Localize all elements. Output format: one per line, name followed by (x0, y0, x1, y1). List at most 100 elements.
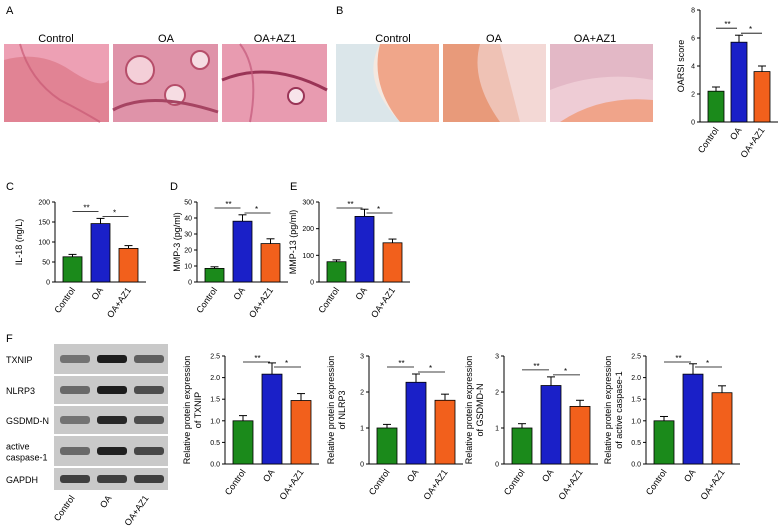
bar-oa-az1 (290, 400, 312, 465)
bar-control (376, 427, 398, 465)
category-label: Control (223, 467, 248, 497)
y-tick-label: 0.5 (631, 440, 641, 447)
significance-marker: * (706, 359, 709, 368)
y-tick-label: 0.0 (631, 462, 641, 469)
significance-marker: * (113, 208, 116, 217)
y-tick-label: 0 (46, 280, 50, 287)
blot-label: caspase-1 (6, 453, 48, 463)
bar-oa-az1 (260, 243, 281, 283)
category-label: OA+AZ1 (557, 467, 585, 501)
y-tick-label: 2.0 (210, 375, 220, 382)
y-tick-label: 100 (38, 240, 50, 247)
y-axis-label: Relative protein expression (603, 356, 613, 465)
y-tick-label: 1.0 (631, 418, 641, 425)
y-axis-label: IL-18 (ng/L) (14, 219, 24, 266)
blot-band (60, 447, 90, 455)
category-label: OA (540, 467, 556, 483)
category-label: OA (261, 467, 277, 483)
blot-band (97, 386, 127, 394)
y-axis-label: Relative protein expression (326, 356, 336, 465)
blot-lane-label: Control (52, 493, 77, 523)
significance-marker: ** (254, 354, 260, 363)
y-tick-label: 1 (360, 426, 364, 433)
y-tick-label: 6 (691, 36, 695, 43)
y-tick-label: 0 (188, 280, 192, 287)
blot-band (60, 386, 90, 394)
chart-txnip: 0.0 0.5 1.0 1.5 2.0 2.5 Relative protein expre… (182, 354, 319, 502)
blot-label: active (6, 442, 30, 452)
y-axis-label: MMP-13 (pg/ml) (288, 210, 298, 275)
category-label: Control (502, 467, 527, 497)
panel-letter-c: C (6, 181, 14, 193)
bar-oa (730, 41, 748, 123)
panel-b-image-oa-az1 (550, 44, 653, 122)
y-tick-label: 0 (495, 462, 499, 469)
category-label: OA (728, 125, 744, 141)
y-tick-label: 2 (691, 92, 695, 99)
bar-oa (232, 220, 253, 283)
significance-marker: ** (675, 354, 681, 363)
panel-a-image-control (4, 43, 109, 123)
blot-band (134, 475, 164, 483)
blot-band (97, 447, 127, 455)
y-axis-label: MMP-3 (pg/ml) (172, 212, 182, 272)
panel-a-image-oa (112, 44, 219, 122)
chart-gsdmd-n: 0 1 2 3 Relative protein expression of GSDMD-… (464, 354, 598, 502)
blot-lane-label: OA (98, 493, 114, 509)
category-label: Control (367, 467, 392, 497)
category-label: OA (231, 285, 247, 301)
significance-marker: ** (83, 203, 89, 212)
category-label: OA (405, 467, 421, 483)
bar-oa-az1 (434, 399, 456, 465)
category-label: Control (644, 467, 669, 497)
significance-marker: * (429, 364, 432, 373)
blot-label: GAPDH (6, 475, 38, 485)
y-tick-label: 1.5 (210, 397, 220, 404)
y-tick-label: 200 (38, 200, 50, 207)
category-label: OA+AZ1 (369, 285, 397, 319)
significance-marker: ** (533, 362, 539, 371)
y-tick-label: 0 (360, 462, 364, 469)
bar-oa-az1 (753, 71, 771, 123)
y-tick-label: 1.5 (631, 397, 641, 404)
bar-oa (682, 373, 704, 465)
significance-marker: * (749, 25, 752, 34)
blot-band (134, 416, 164, 424)
blot-band (60, 355, 90, 363)
category-label: OA+AZ1 (247, 285, 275, 319)
y-axis-label: of active caspase-1 (614, 371, 624, 449)
y-tick-label: 3 (495, 354, 499, 361)
category-label: OA+AZ1 (105, 285, 133, 319)
y-tick-label: 1 (495, 426, 499, 433)
significance-marker: ** (724, 20, 730, 29)
panel-letter-e: E (290, 181, 297, 193)
y-axis-label: Relative protein expression (182, 356, 192, 465)
blot-lane-label: OA+AZ1 (123, 493, 151, 527)
panel-a-image-oa-az1 (221, 43, 328, 123)
category-label: OA (89, 285, 105, 301)
y-tick-label: 50 (184, 200, 192, 207)
panel-letter-d: D (170, 181, 178, 193)
bar-oa (90, 223, 111, 283)
blot-band (134, 386, 164, 394)
significance-marker: ** (225, 200, 231, 209)
panel-b-label-oa-az1: OA+AZ1 (574, 33, 617, 45)
bar-oa (540, 385, 562, 465)
y-tick-label: 10 (184, 264, 192, 271)
y-axis-label: of TXNIP (193, 392, 203, 428)
y-axis-label: of GSDMD-N (475, 383, 485, 436)
y-tick-label: 40 (184, 216, 192, 223)
blot-band (134, 447, 164, 455)
y-tick-label: 0 (310, 280, 314, 287)
y-tick-label: 20 (184, 248, 192, 255)
blot-label: NLRP3 (6, 386, 35, 396)
chart-nlrp3: 0 1 2 3 Relative protein expression of NLRP3 C… (326, 354, 463, 502)
panel-a-label-oa-az1: OA+AZ1 (254, 33, 297, 45)
significance-marker: * (255, 205, 258, 214)
bar-control (326, 261, 347, 283)
y-tick-label: 300 (302, 200, 314, 207)
